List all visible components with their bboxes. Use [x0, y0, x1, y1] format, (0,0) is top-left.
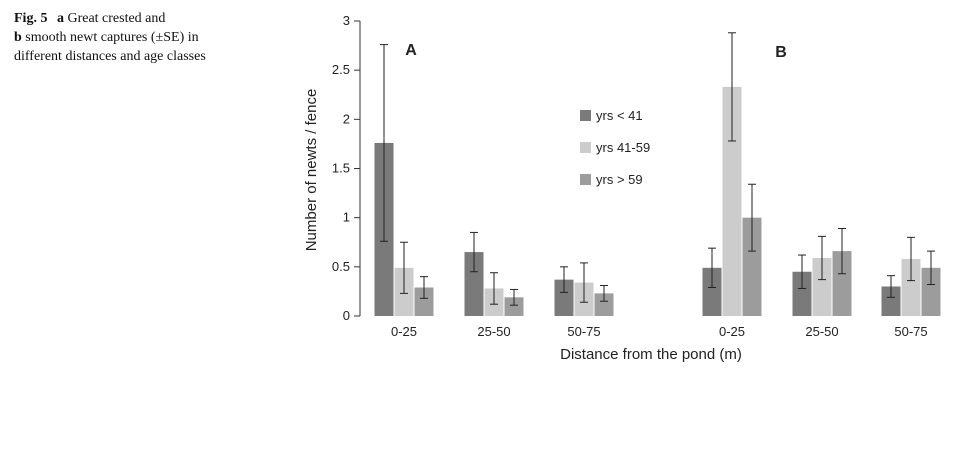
legend-swatch: [580, 110, 591, 121]
x-tick-label: 50-75: [567, 324, 600, 339]
x-tick-label: 50-75: [894, 324, 927, 339]
bar: [464, 252, 484, 316]
bar: [594, 293, 614, 316]
part-a-letter: a: [56, 11, 64, 26]
bar: [504, 297, 524, 316]
legend-swatch: [580, 174, 591, 185]
legend-label: yrs 41-59: [596, 140, 650, 155]
bar: [881, 286, 901, 316]
panel-label: A: [405, 42, 417, 59]
y-tick-label: 3: [343, 13, 350, 28]
bar: [901, 258, 921, 316]
legend-swatch: [580, 142, 591, 153]
bar: [702, 267, 722, 316]
bar: [792, 271, 812, 316]
y-tick-label: 1: [343, 210, 350, 225]
legend-label: yrs > 59: [596, 172, 643, 187]
legend-label: yrs < 41: [596, 108, 643, 123]
panel-label: B: [775, 44, 787, 61]
y-tick-label: 0.5: [332, 259, 350, 274]
bar: [722, 86, 742, 316]
part-b-letter: b: [14, 30, 22, 45]
y-tick-label: 0: [343, 308, 350, 323]
y-tick-label: 1.5: [332, 161, 350, 176]
figure-caption: Fig. 5 a Great crested and b smooth newt…: [14, 9, 244, 66]
y-tick-label: 2.5: [332, 62, 350, 77]
x-tick-label: 25-50: [477, 324, 510, 339]
figure-label: Fig. 5: [14, 11, 48, 26]
x-axis-label: Distance from the pond (m): [560, 346, 742, 363]
bar: [414, 287, 434, 316]
bar: [554, 279, 574, 316]
x-tick-label: 0-25: [719, 324, 745, 339]
bar: [921, 267, 941, 316]
x-tick-label: 25-50: [805, 324, 838, 339]
x-tick-label: 0-25: [391, 324, 417, 339]
bar: [832, 251, 852, 316]
y-axis-label: Number of newts / fence: [303, 89, 320, 252]
part-a-text: Great crested and: [67, 11, 166, 26]
y-tick-label: 2: [343, 111, 350, 126]
part-b-text: smooth newt captures (±SE) in different …: [14, 30, 206, 64]
bar: [742, 217, 762, 316]
bar: [812, 257, 832, 316]
